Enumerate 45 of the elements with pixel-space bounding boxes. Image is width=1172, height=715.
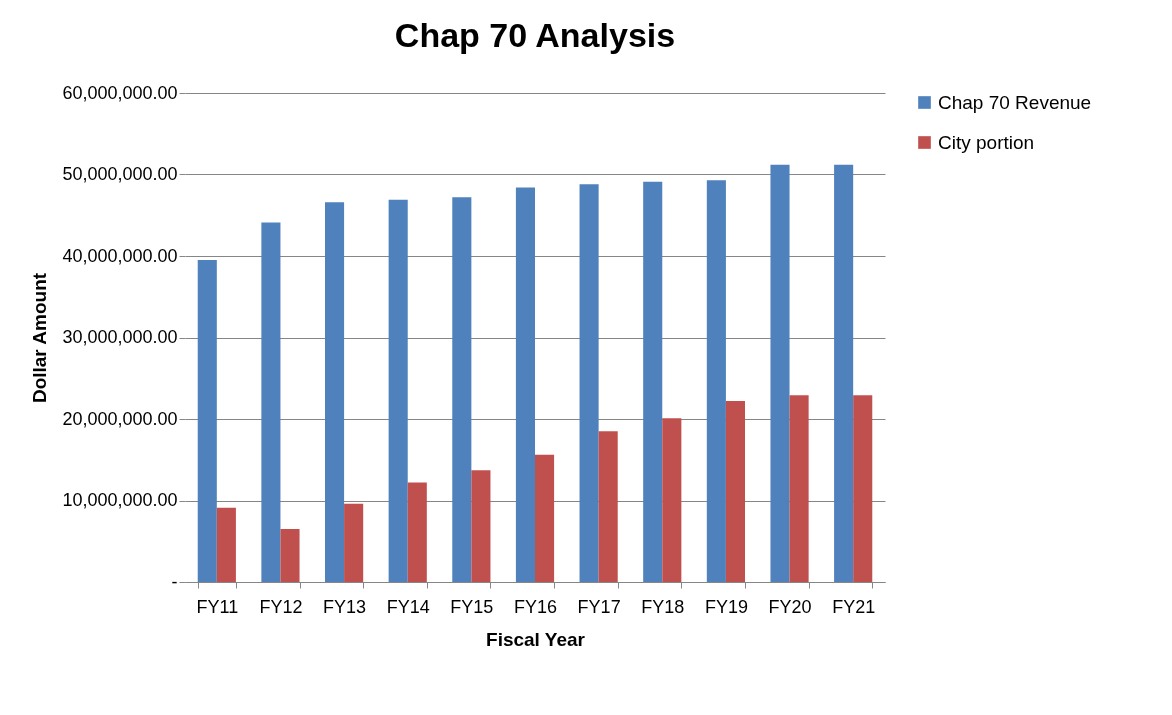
bar [325,202,345,582]
y-tick-label: 60,000,000.00 [62,82,178,103]
y-tick-label: 10,000,000.00 [62,490,178,510]
bar [853,395,873,582]
y-tick-label: 30,000,000.00 [62,327,178,347]
bar [706,180,726,582]
x-axis-title: Fiscal Year [486,628,586,650]
x-tick-label: FY16 [513,596,558,617]
x-tick-label: FY12 [259,596,303,617]
x-tick-label: FY18 [641,596,685,617]
y-tick-label: - [171,571,178,592]
x-tick-label: FY21 [832,596,876,617]
bar [471,470,491,582]
bar [515,187,535,582]
bar [197,260,217,582]
bar [344,503,364,582]
x-tick-label: FY11 [196,596,239,617]
bar [834,164,854,582]
bar [770,164,790,582]
x-tick-label: FY20 [768,596,812,617]
bar [388,199,408,582]
bar [216,507,236,582]
legend-label: Chap 70 Revenue [938,91,1092,113]
x-tick-label: FY15 [450,596,494,617]
y-tick-label: 40,000,000.00 [62,245,178,266]
bar [261,222,281,582]
legend-label: City portion [938,131,1035,153]
x-tick-label: FY17 [577,596,621,617]
x-tick-label: FY14 [386,596,430,617]
bar [789,395,809,582]
bar [643,181,663,582]
bar [579,184,599,582]
y-axis-title: Dollar Amount [29,272,51,404]
y-tick-label: 50,000,000.00 [62,164,178,184]
bar [280,529,300,582]
x-tick-label: FY19 [704,596,748,617]
y-tick-label: 20,000,000.00 [62,408,178,429]
bar [407,482,427,582]
bar [452,197,472,582]
bar [598,431,618,582]
chart-title: Chap 70 Analysis [394,16,676,54]
x-tick-label: FY13 [323,596,367,617]
bar [535,454,555,582]
bar [725,401,745,582]
bar [662,418,682,582]
